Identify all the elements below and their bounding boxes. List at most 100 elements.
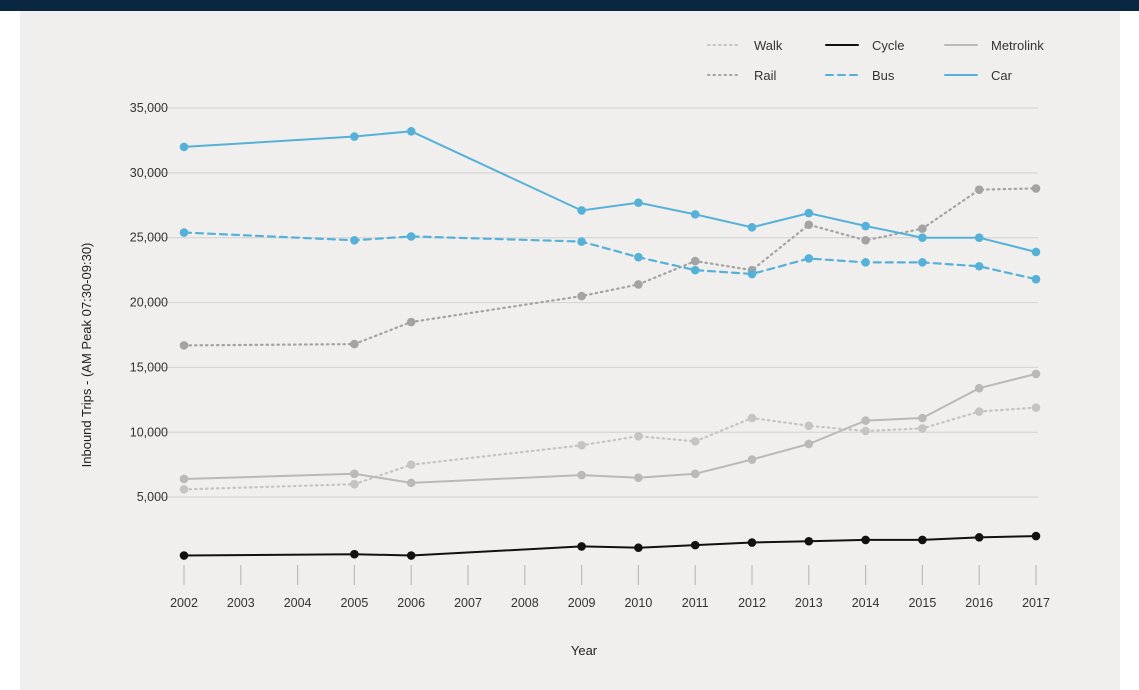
data-point-car xyxy=(918,233,927,243)
data-point-metrolink xyxy=(1031,369,1041,379)
data-point-cycle xyxy=(350,549,359,559)
x-tick-label: 2002 xyxy=(170,596,198,610)
data-point-walk xyxy=(747,413,757,423)
data-point-metrolink xyxy=(861,416,870,425)
y-tick-label: 25,000 xyxy=(130,231,168,245)
data-point-walk xyxy=(350,479,359,489)
data-point-metrolink xyxy=(350,469,359,479)
series-line-walk xyxy=(182,406,1038,491)
data-point-bus xyxy=(577,237,586,246)
data-point-walk xyxy=(690,437,700,446)
data-point-car xyxy=(350,132,359,141)
data-point-metrolink xyxy=(577,470,586,480)
data-point-bus xyxy=(179,228,189,237)
data-point-rail xyxy=(918,224,927,233)
data-point-metrolink xyxy=(634,473,643,482)
data-point-rail xyxy=(974,185,984,195)
x-tick-label: 2006 xyxy=(397,596,425,610)
series-lines xyxy=(182,130,1038,557)
x-tick-label: 2016 xyxy=(965,596,993,610)
data-point-car xyxy=(804,208,814,218)
series-markers xyxy=(179,127,1041,560)
data-point-walk xyxy=(918,424,927,433)
data-point-bus xyxy=(690,265,700,275)
series-line-cycle xyxy=(183,535,1037,557)
data-point-cycle xyxy=(634,543,643,553)
data-point-metrolink xyxy=(747,455,757,464)
data-point-bus xyxy=(974,261,984,271)
left-margin xyxy=(0,11,20,690)
data-point-rail xyxy=(406,317,416,327)
data-point-car xyxy=(747,223,757,232)
data-point-cycle xyxy=(974,533,984,542)
data-point-cycle xyxy=(861,535,870,545)
data-point-cycle xyxy=(577,542,586,551)
data-point-car xyxy=(406,127,416,136)
data-point-walk xyxy=(804,421,814,431)
y-tick-label: 5,000 xyxy=(137,490,168,504)
data-point-rail xyxy=(350,339,359,349)
data-point-walk xyxy=(974,407,984,416)
data-point-cycle xyxy=(747,538,757,547)
data-point-car xyxy=(861,221,870,231)
data-point-cycle xyxy=(406,551,416,560)
data-point-bus xyxy=(634,252,643,262)
data-point-cycle xyxy=(179,551,189,560)
data-point-bus xyxy=(1031,274,1041,284)
data-point-walk xyxy=(861,426,870,436)
data-point-metrolink xyxy=(804,439,814,449)
data-point-car xyxy=(690,210,700,219)
legend-label-car: Car xyxy=(991,68,1013,83)
data-point-metrolink xyxy=(179,474,189,484)
y-tick-label: 10,000 xyxy=(130,425,168,439)
x-axis-title: Year xyxy=(571,643,598,658)
data-point-cycle xyxy=(804,536,814,546)
x-tick-label: 2009 xyxy=(568,596,596,610)
series-line-metrolink xyxy=(183,372,1037,484)
legend-label-rail: Rail xyxy=(754,68,777,83)
data-point-bus xyxy=(804,254,814,263)
data-point-metrolink xyxy=(690,469,700,479)
data-point-bus xyxy=(747,269,757,279)
data-point-walk xyxy=(634,431,643,441)
data-point-metrolink xyxy=(918,413,927,423)
data-point-bus xyxy=(350,236,359,245)
y-axis-ticks: 5,000 10,000 15,000 20,000 25,000 30,000 35,00… xyxy=(130,101,168,504)
series-line-rail xyxy=(182,187,1038,347)
right-margin xyxy=(1120,11,1139,690)
legend-label-walk: Walk xyxy=(754,38,783,53)
data-point-rail xyxy=(577,291,586,301)
x-tick-label: 2011 xyxy=(682,596,709,610)
data-point-metrolink xyxy=(974,383,984,393)
x-tick-label: 2015 xyxy=(908,596,936,610)
data-point-rail xyxy=(804,220,814,230)
data-point-bus xyxy=(918,258,927,267)
data-point-bus xyxy=(406,232,416,241)
data-point-bus xyxy=(861,258,870,267)
x-axis-ticks: 2002 2003 2004 2005 2006 2007 2008 2009 2010 2011… xyxy=(170,565,1050,610)
x-tick-label: 2004 xyxy=(284,596,312,610)
data-point-cycle xyxy=(690,540,700,550)
data-point-walk xyxy=(1031,403,1041,412)
data-point-walk xyxy=(179,485,189,494)
x-tick-label: 2008 xyxy=(511,596,539,610)
x-tick-label: 2012 xyxy=(738,596,766,610)
data-point-metrolink xyxy=(406,478,416,488)
data-point-walk xyxy=(577,440,586,450)
legend-label-metrolink: Metrolink xyxy=(991,38,1044,53)
x-tick-label: 2013 xyxy=(795,596,823,610)
x-tick-label: 2014 xyxy=(852,596,880,610)
x-tick-label: 2017 xyxy=(1022,596,1050,610)
legend: Walk Cycle Metrolink Rail Bus Car xyxy=(707,38,1044,83)
data-point-car xyxy=(179,142,189,152)
data-point-walk xyxy=(406,460,416,470)
data-point-car xyxy=(577,206,586,215)
data-point-cycle xyxy=(1031,531,1041,541)
y-axis-title: Inbound Trips - (AM Peak 07:30-09:30) xyxy=(79,243,94,468)
x-tick-label: 2007 xyxy=(454,596,482,610)
x-tick-label: 2003 xyxy=(227,596,255,610)
data-point-car xyxy=(634,198,643,207)
data-point-rail xyxy=(690,256,700,266)
x-tick-label: 2010 xyxy=(624,596,652,610)
